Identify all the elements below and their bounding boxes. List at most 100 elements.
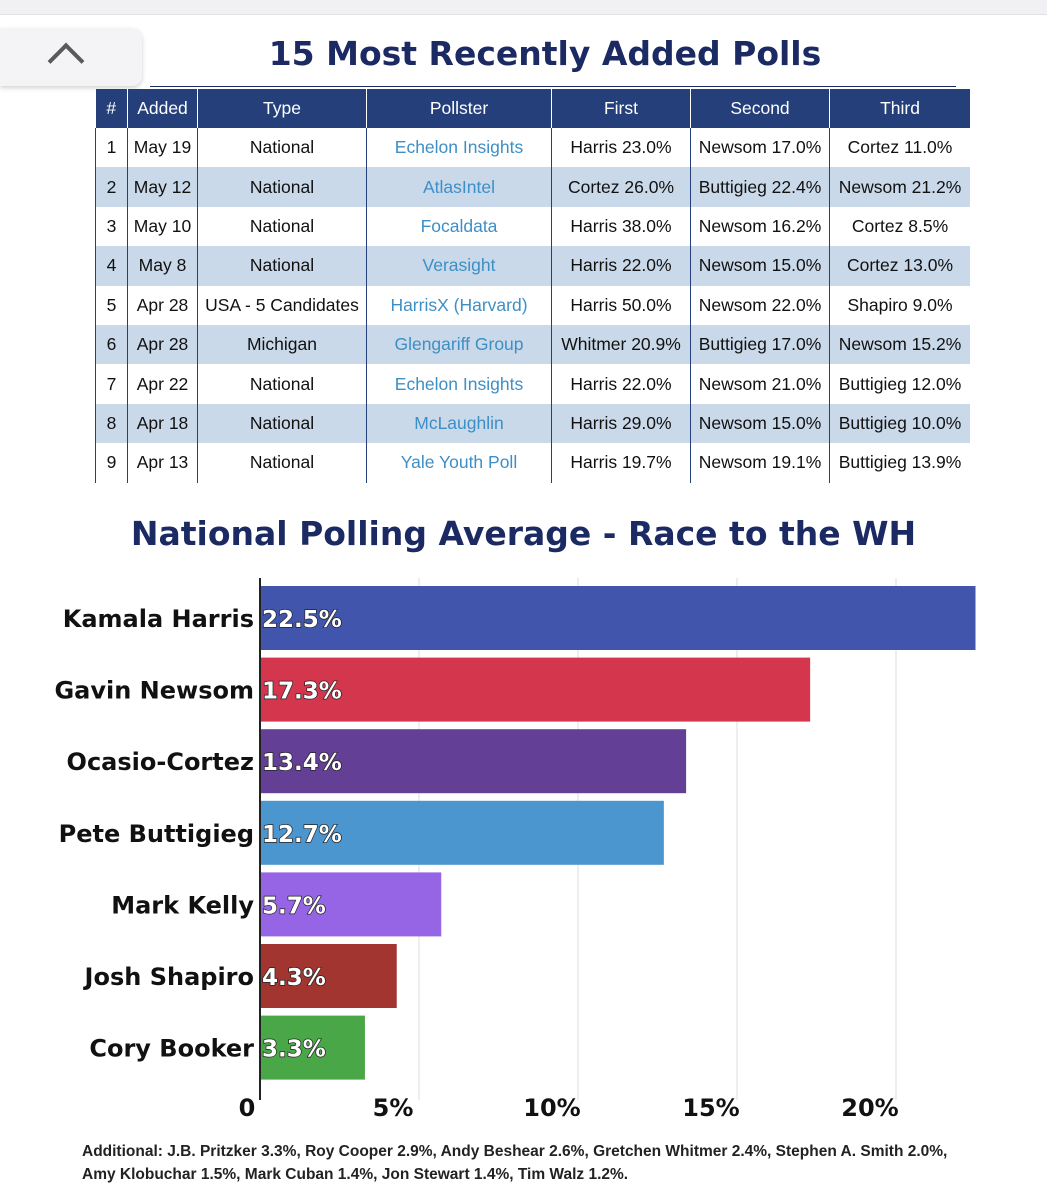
poll-type: National [197, 246, 367, 286]
poll-type: National [197, 206, 367, 247]
first-place: Harris 50.0% [551, 285, 691, 325]
data-label: 3.3% [262, 1037, 326, 1063]
date-added: May 8 [127, 246, 198, 286]
pollster-link[interactable]: McLaughlin [366, 403, 552, 444]
first-place: Harris 22.0% [551, 246, 691, 286]
x-tick-label: 0 [239, 1094, 256, 1122]
second-place: Newsom 19.1% [690, 443, 830, 483]
column-header: Type [197, 89, 367, 128]
bar [260, 800, 664, 865]
poll-type: National [197, 443, 367, 483]
first-place: Cortez 26.0% [551, 167, 691, 207]
column-header: Added [127, 89, 198, 128]
category-label: Pete Buttigieg [59, 820, 254, 848]
pollster-link[interactable]: Echelon Insights [366, 364, 552, 404]
pollster-link[interactable]: Echelon Insights [366, 128, 552, 168]
third-place: Cortez 11.0% [829, 128, 970, 168]
bar [260, 872, 442, 937]
poll-type: National [197, 403, 367, 444]
second-place: Newsom 22.0% [690, 285, 830, 325]
bar [260, 944, 397, 1008]
first-place: Harris 29.0% [551, 403, 691, 444]
table-row: 5 Apr 28 USA - 5 Candidates HarrisX (Harvar… [95, 285, 970, 325]
data-label: 22.5% [262, 607, 342, 633]
date-added: Apr 28 [127, 324, 198, 365]
row-number: 3 [95, 206, 128, 247]
category-label: Kamala Harris [63, 605, 254, 633]
table-body: 1 May 19 National Echelon Insights Harris 23… [95, 128, 970, 483]
third-place: Buttigieg 10.0% [829, 403, 970, 444]
row-number: 1 [95, 128, 128, 168]
table-row: 3 May 10 National Focaldata Harris 38.0% News… [95, 206, 970, 247]
row-number: 2 [95, 167, 128, 207]
table-row: 2 May 12 National AtlasIntel Cortez 26.0% But… [95, 167, 970, 207]
column-header: # [95, 89, 128, 128]
poll-type: USA - 5 Candidates [197, 285, 367, 325]
second-place: Newsom 15.0% [690, 246, 830, 286]
table-row: 1 May 19 National Echelon Insights Harris 23… [95, 128, 970, 168]
polls-table-title: 15 Most Recently Added Polls [268, 34, 822, 73]
category-label: Josh Shapiro [83, 963, 254, 991]
date-added: Apr 13 [127, 443, 198, 483]
row-number: 4 [95, 246, 128, 286]
data-label: 17.3% [262, 679, 342, 705]
table-row: 4 May 8 National Verasight Harris 22.0% Newso… [95, 246, 970, 286]
column-header: Second [690, 89, 830, 128]
second-place: Newsom 16.2% [690, 206, 830, 247]
first-place: Harris 23.0% [551, 128, 691, 168]
category-label: Ocasio-Cortez [67, 748, 254, 776]
second-place: Newsom 15.0% [690, 403, 830, 444]
browser-top-bar [0, 0, 1047, 15]
third-place: Shapiro 9.0% [829, 285, 970, 325]
x-tick-label: 10% [523, 1094, 580, 1122]
date-added: Apr 28 [127, 285, 198, 325]
first-place: Harris 22.0% [551, 364, 691, 404]
third-place: Cortez 13.0% [829, 246, 970, 286]
pollster-link[interactable]: HarrisX (Harvard) [366, 285, 552, 325]
data-label: 4.3% [262, 965, 326, 991]
pollster-link[interactable]: Verasight [366, 246, 552, 286]
second-place: Buttigieg 22.4% [690, 167, 830, 207]
pollster-link[interactable]: Glengariff Group [366, 324, 552, 365]
row-number: 8 [95, 403, 128, 444]
pollster-link[interactable]: Focaldata [366, 206, 552, 247]
first-place: Whitmer 20.9% [551, 324, 691, 365]
date-added: Apr 18 [127, 403, 198, 444]
collapse-button[interactable] [0, 28, 142, 86]
row-number: 6 [95, 324, 128, 365]
first-place: Harris 38.0% [551, 206, 691, 247]
bar [260, 1015, 365, 1080]
pollster-link[interactable]: AtlasIntel [366, 167, 552, 207]
category-label: Mark Kelly [111, 891, 254, 919]
column-header: First [551, 89, 691, 128]
additional-candidates-note: Additional: J.B. Pritzker 3.3%, Roy Coop… [82, 1140, 982, 1186]
table-row: 9 Apr 13 National Yale Youth Poll Harris 19.… [95, 443, 970, 483]
bar [260, 657, 811, 722]
date-added: May 10 [127, 206, 198, 247]
poll-type: National [197, 364, 367, 404]
x-tick-label: 15% [682, 1094, 739, 1122]
data-label: 13.4% [262, 750, 342, 776]
row-number: 5 [95, 285, 128, 325]
data-label: 12.7% [262, 822, 342, 848]
polls-table: # Added Type Pollster First Second Third 1 May … [95, 89, 970, 483]
poll-type: National [197, 167, 367, 207]
data-label: 5.7% [262, 893, 326, 919]
poll-type: Michigan [197, 324, 367, 365]
category-label: Gavin Newsom [54, 677, 254, 705]
chevron-up-icon [47, 42, 85, 80]
bar [260, 586, 976, 650]
third-place: Cortez 8.5% [829, 206, 970, 247]
category-label: Cory Booker [89, 1035, 254, 1063]
footnote-line-1: Additional: J.B. Pritzker 3.3%, Roy Coop… [82, 1143, 948, 1160]
second-place: Buttigieg 17.0% [690, 324, 830, 365]
poll-type: National [197, 128, 367, 168]
chart-title: National Polling Average - Race to the W… [130, 514, 917, 553]
table-row: 8 Apr 18 National McLaughlin Harris 29.0% New… [95, 403, 970, 444]
column-header: Third [829, 89, 970, 128]
pollster-link[interactable]: Yale Youth Poll [366, 443, 552, 483]
polls-table-container[interactable]: # Added Type Pollster First Second Third 1 May … [95, 89, 970, 498]
x-tick-label: 20% [841, 1094, 898, 1122]
bar [260, 729, 687, 794]
table-header-row: # Added Type Pollster First Second Third [95, 89, 970, 128]
